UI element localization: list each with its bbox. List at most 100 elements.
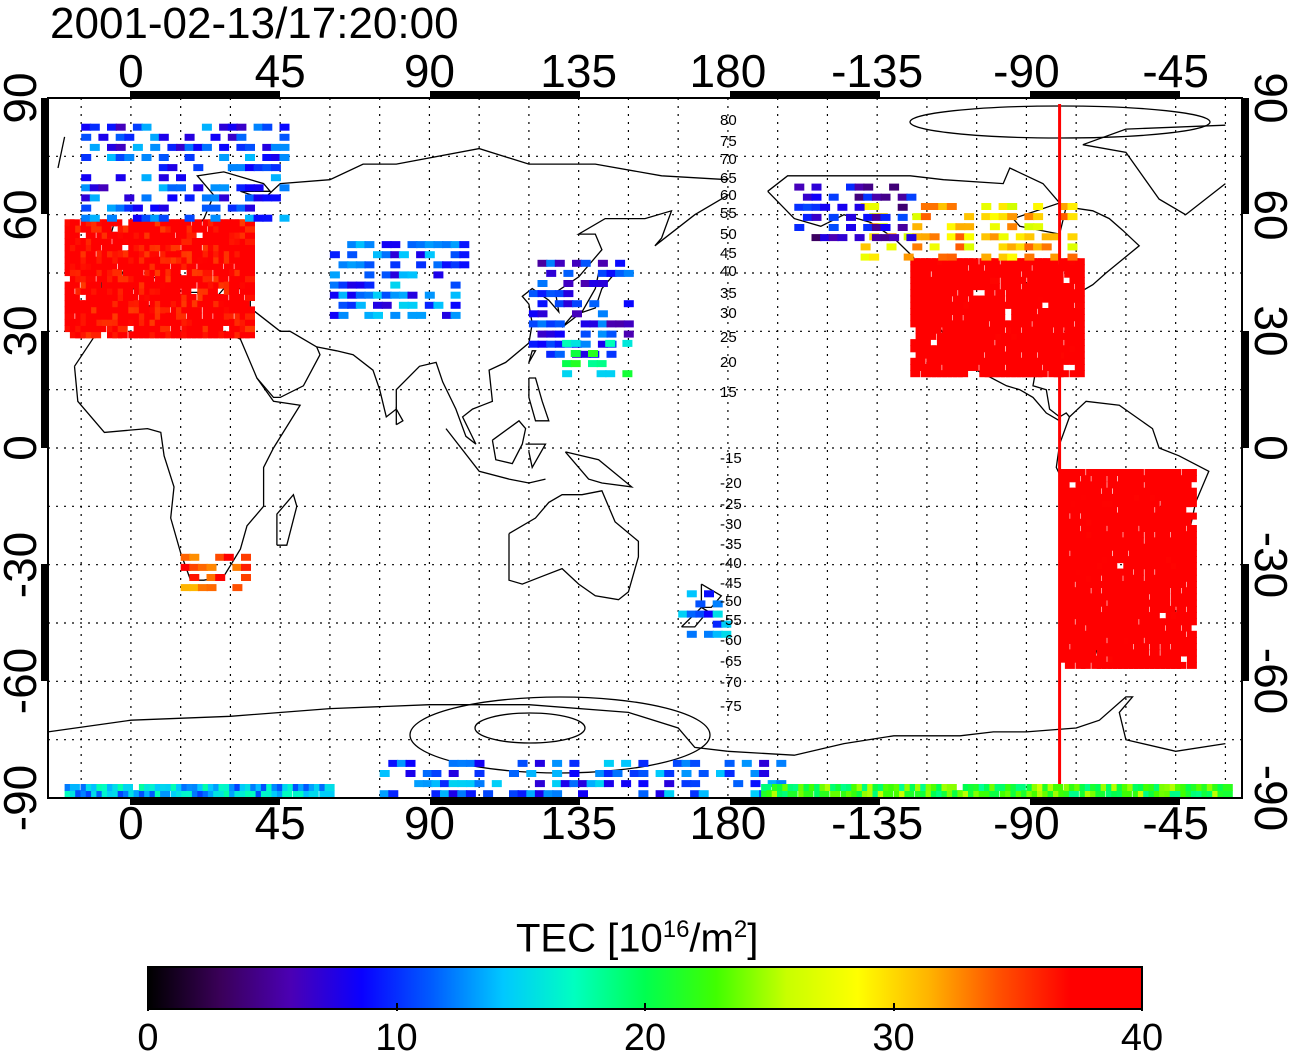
tec-cell <box>1074 784 1085 791</box>
tec-cell <box>942 364 953 371</box>
tec-cell <box>298 790 309 798</box>
tec-cell <box>96 238 107 245</box>
tec-cell <box>1176 612 1187 620</box>
tec-cell <box>1123 637 1134 644</box>
tec-cell <box>958 339 969 347</box>
coastline <box>491 419 527 465</box>
tec-cell <box>112 256 123 264</box>
tec-cell <box>176 300 186 308</box>
tec-cell <box>245 184 255 192</box>
tec-cell <box>1069 264 1080 272</box>
tec-cell <box>91 294 102 301</box>
tec-cell <box>1222 784 1233 791</box>
tec-cell <box>1149 593 1160 601</box>
tec-cell <box>824 784 835 791</box>
tec-cell <box>1112 661 1123 669</box>
tec-cell <box>144 318 155 326</box>
tec-cell <box>234 275 245 283</box>
tec-cell <box>1080 630 1091 638</box>
tec-cell <box>279 133 290 141</box>
tec-cell <box>1112 568 1123 576</box>
tec-cell <box>1091 593 1102 601</box>
tec-cell <box>1095 790 1106 798</box>
tec-cell <box>128 225 139 233</box>
tec-cell <box>597 330 608 338</box>
tec-cell <box>867 790 878 798</box>
tec-cell <box>1181 537 1192 545</box>
tec-cell <box>1043 276 1053 284</box>
tec-cell <box>123 250 133 258</box>
tec-cell <box>91 256 102 264</box>
tec-cell <box>250 784 261 791</box>
tec-cell <box>181 244 192 252</box>
tec-cell <box>926 308 937 315</box>
tec-cell <box>811 234 822 242</box>
tec-cell <box>107 294 117 301</box>
coastline <box>47 704 728 752</box>
tec-cell <box>165 275 176 283</box>
tec-cell <box>107 784 117 791</box>
tec-cell <box>1064 618 1075 626</box>
tec-cell <box>1074 289 1085 297</box>
tec-cell <box>165 300 176 308</box>
tec-cell <box>1186 649 1197 657</box>
tec-cell <box>181 784 192 791</box>
tec-cell <box>202 318 213 326</box>
tec-cell <box>132 143 143 151</box>
tec-cell <box>1222 790 1233 798</box>
tec-cell <box>915 289 926 297</box>
tec-cell <box>1128 481 1139 489</box>
tec-cell <box>597 320 608 328</box>
lat-tick-left: 90 <box>0 72 46 124</box>
tec-cell <box>186 262 197 270</box>
tec-cell <box>193 164 204 172</box>
tec-cell <box>906 234 917 242</box>
tec-cell <box>276 784 287 791</box>
tec-cell <box>1144 581 1155 588</box>
tec-cell <box>1155 493 1166 501</box>
tec-cell <box>85 275 96 283</box>
tec-cell <box>1128 593 1139 601</box>
tec-cell <box>69 225 80 233</box>
lon-tick-bottom: 135 <box>540 797 618 849</box>
tec-cell <box>1111 784 1122 791</box>
tec-cell <box>1091 481 1102 489</box>
tec-cell <box>1133 543 1144 551</box>
tec-cell <box>995 264 1006 272</box>
colorbar-tick-mark <box>1141 1003 1143 1011</box>
tec-cell <box>1059 543 1070 551</box>
tec-cell <box>197 281 208 289</box>
tec-cell <box>202 250 213 258</box>
tec-cell <box>1133 475 1144 483</box>
tec-cell <box>75 306 86 314</box>
tec-cell <box>154 262 165 270</box>
tec-cell <box>1123 581 1134 588</box>
tec-cell <box>1118 612 1128 620</box>
tec-cell <box>1086 568 1097 576</box>
tec-cell <box>91 287 102 295</box>
tec-cell <box>1171 562 1181 570</box>
tec-cell <box>266 784 277 791</box>
tec-cell <box>170 312 181 320</box>
tec-cell <box>85 281 96 289</box>
tec-cell <box>448 790 459 798</box>
tec-cell <box>981 203 992 210</box>
tec-cell <box>936 320 947 328</box>
tec-cell <box>165 238 176 245</box>
tec-cell <box>1015 784 1026 791</box>
tec-cell <box>1160 549 1171 557</box>
tec-cell <box>218 225 229 233</box>
tec-cell <box>1171 506 1181 514</box>
tec-cell <box>373 301 383 309</box>
tec-cell <box>931 258 942 266</box>
tec-cell <box>101 281 112 289</box>
tec-cell <box>1160 481 1171 489</box>
tec-cell <box>936 784 947 791</box>
tec-cell <box>239 287 250 295</box>
tec-cell <box>1165 481 1176 489</box>
tec-cell <box>85 262 96 270</box>
tec-cell <box>186 294 197 301</box>
tec-cell <box>974 264 984 272</box>
tec-cell <box>218 790 229 798</box>
tec-cell <box>1118 518 1128 526</box>
